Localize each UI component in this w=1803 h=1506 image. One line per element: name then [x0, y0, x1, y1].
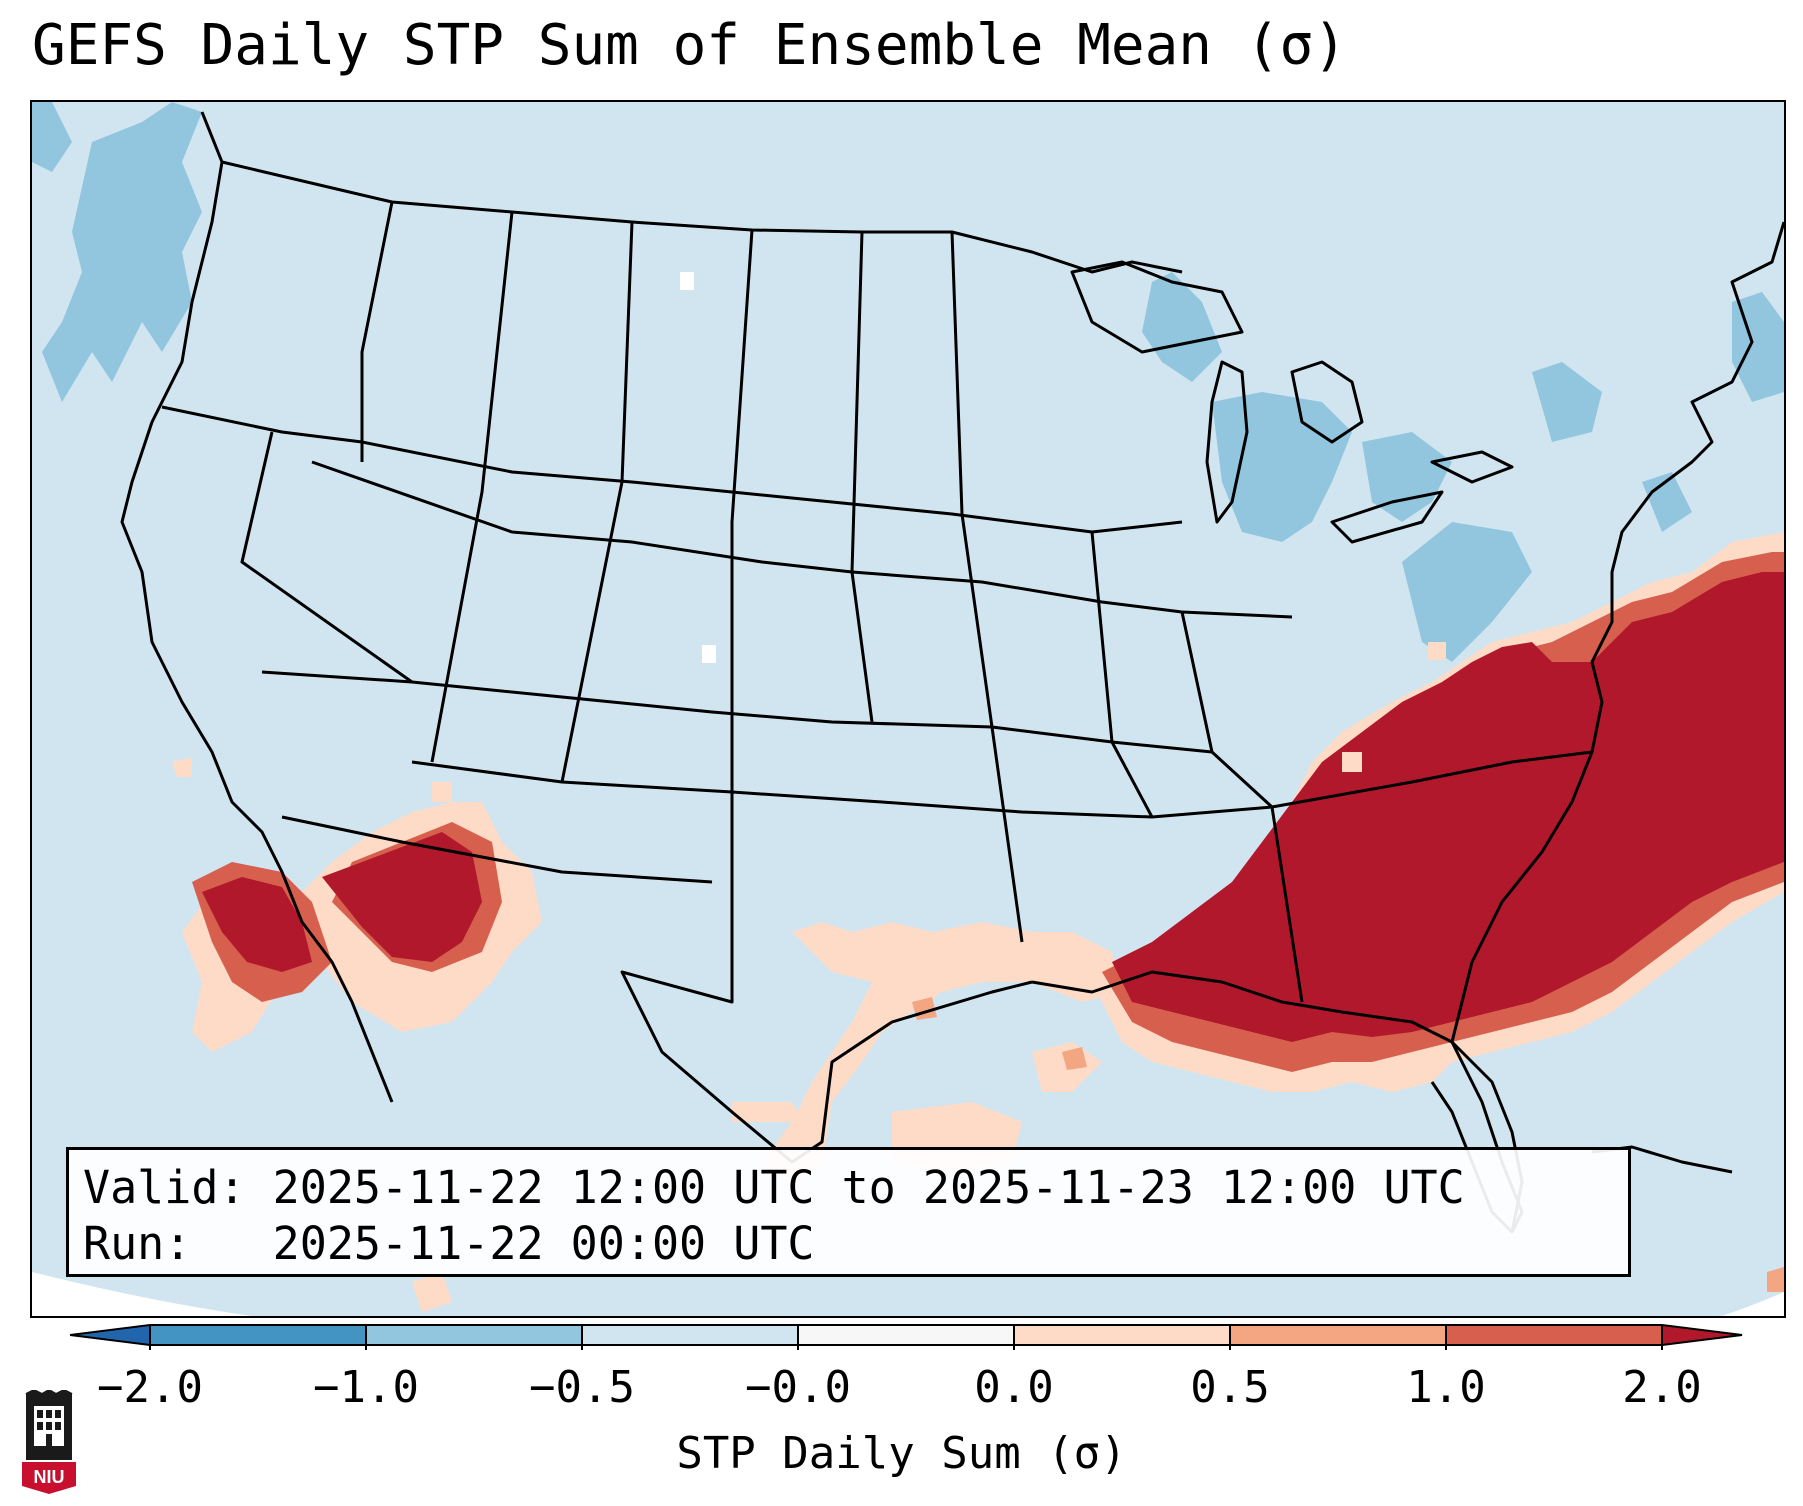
state-line-f [850, 231, 874, 723]
positive-anomaly-southwest [172, 757, 542, 1052]
state-line-a [360, 201, 394, 462]
validity-box: Valid: 2025-11-22 12:00 UTC to 2025-11-2… [66, 1147, 1631, 1277]
anomaly-lake-superior [1142, 272, 1222, 382]
colorbar-label: STP Daily Sum (σ) [676, 1428, 1127, 1479]
valid-line: Valid: 2025-11-22 12:00 UTC to 2025-11-2… [83, 1160, 1614, 1216]
neutral-cell-colorado [702, 645, 716, 663]
state-line-i [1180, 611, 1304, 1003]
map-canvas [32, 102, 1784, 1316]
neutral-cell-montana [680, 272, 694, 290]
negative-anomaly-areas [32, 102, 1784, 662]
colorbar-tick: −0.5 [529, 1362, 635, 1413]
colorbar-bin-3 [582, 1325, 798, 1345]
colorbar-bin-0 [70, 1325, 150, 1345]
anomaly-cape-cod [1642, 472, 1692, 532]
colorbar-tick: −2.0 [97, 1362, 203, 1413]
east-coastline [1450, 221, 1784, 1043]
colorbar-tick: −1.0 [313, 1362, 419, 1413]
run-line: Run: 2025-11-22 00:00 UTC [83, 1216, 1614, 1272]
colorbar-bin-8 [1662, 1325, 1742, 1345]
projection-edge-sw [32, 1272, 252, 1316]
colorbar [70, 1324, 1743, 1350]
lake-superior [1070, 260, 1244, 354]
anomaly-pacific-nw-b [42, 102, 202, 402]
colorbar-bin-7 [1446, 1325, 1662, 1345]
colorbar-bin-4 [798, 1325, 1014, 1345]
state-line-b [240, 431, 413, 684]
state-line-e [730, 229, 754, 792]
mexico-border-west [281, 815, 713, 884]
state-line-g [950, 231, 1024, 943]
map-title: GEFS Daily STP Sum of Ensemble Mean (σ) [32, 13, 1347, 78]
anomaly-pennsylvania [1402, 522, 1532, 662]
state-row-3 [261, 670, 1213, 754]
state-row-1 [161, 405, 1183, 534]
projection-edge-se [1722, 1292, 1784, 1316]
boundaries [120, 111, 1784, 1234]
lake-huron [1290, 360, 1364, 444]
run-text: 2025-11-22 00:00 UTC [272, 1217, 815, 1270]
anomaly-pacific-nw-a [32, 102, 72, 172]
lake-erie [1330, 490, 1444, 544]
colorbar-tick: 1.0 [1406, 1362, 1486, 1413]
colorbar-bin-1 [150, 1325, 366, 1345]
state-line-h [1090, 531, 1154, 818]
colorbar-tick: −0.0 [745, 1362, 851, 1413]
colorbar-tick: 2.0 [1622, 1362, 1702, 1413]
map-panel[interactable] [30, 100, 1786, 1318]
colorbar-tick: 0.5 [1190, 1362, 1270, 1413]
anomaly-new-england [1532, 362, 1602, 442]
colorbar-bin-2 [366, 1325, 582, 1345]
valid-label: Valid: [83, 1161, 246, 1214]
lake-michigan [1205, 360, 1249, 524]
logo-text: NIU [34, 1467, 65, 1487]
positive-anomaly-southeast [1092, 532, 1784, 1092]
state-line-d [560, 221, 634, 783]
west-coastline [120, 111, 394, 1103]
niu-logo: NIU [22, 1390, 76, 1494]
run-label: Run: [83, 1217, 246, 1270]
colorbar-bin-6 [1230, 1325, 1446, 1345]
colorbar-bin-5 [1014, 1325, 1230, 1345]
colorbar-tick: 0.0 [974, 1362, 1054, 1413]
anomaly-ontario [1362, 432, 1452, 522]
valid-text: 2025-11-22 12:00 UTC to 2025-11-23 12:00… [272, 1161, 1465, 1214]
state-line-c [430, 211, 514, 763]
lake-ontario [1430, 450, 1514, 484]
state-row-4 [411, 750, 1593, 819]
